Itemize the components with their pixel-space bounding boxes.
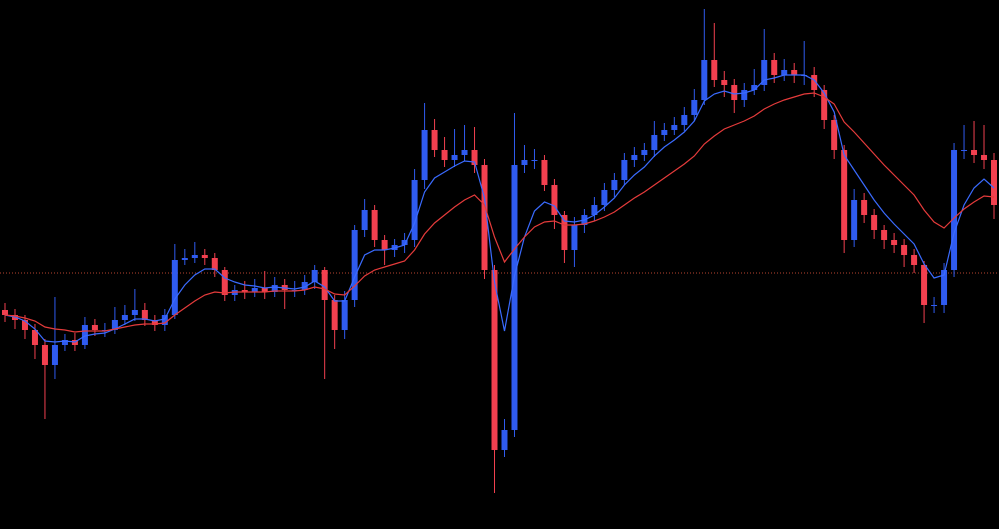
candle-body (611, 180, 618, 190)
candle-body (441, 150, 448, 160)
candle-body (781, 70, 788, 75)
candle-body (811, 75, 818, 90)
candle-body (511, 165, 518, 430)
candle-body (41, 345, 48, 365)
candle-body (341, 300, 348, 330)
candle-body (851, 200, 858, 240)
candle-body (891, 240, 898, 245)
candle-body (861, 200, 868, 215)
candle-body (771, 60, 778, 75)
candle-body (411, 180, 418, 240)
candle-body (911, 255, 918, 265)
candle-body (701, 60, 708, 100)
candle-body (151, 320, 158, 325)
candle-body (741, 90, 748, 100)
candle-body (271, 285, 278, 292)
candle-body (241, 290, 248, 292)
candle-body (971, 150, 978, 155)
candle-body (61, 340, 68, 345)
candle-body (471, 150, 478, 165)
candle-body (961, 150, 968, 151)
candle-body (531, 160, 538, 161)
candle-body (141, 310, 148, 320)
candle-body (211, 258, 218, 270)
candle-body (311, 270, 318, 282)
candle-body (121, 315, 128, 320)
candle-body (551, 185, 558, 215)
candle-body (631, 155, 638, 160)
candle-body (31, 330, 38, 345)
candle-body (831, 120, 838, 150)
candle-body (661, 130, 668, 135)
candle-body (321, 270, 328, 300)
candle-body (491, 270, 498, 450)
candle-body (301, 282, 308, 290)
candle-body (431, 130, 438, 150)
candle-body (941, 270, 948, 305)
candle-body (751, 85, 758, 90)
candle-body (251, 288, 258, 292)
candle-body (791, 70, 798, 75)
candle-body (561, 215, 568, 250)
candle-body (981, 155, 988, 160)
candle-body (601, 190, 608, 205)
candle-body (501, 430, 508, 450)
candle-body (761, 60, 768, 85)
candle-body (691, 100, 698, 115)
candle-body (21, 320, 28, 330)
candle-body (451, 155, 458, 160)
candle-body (931, 305, 938, 306)
candle-body (201, 255, 208, 258)
candle-body (871, 215, 878, 230)
candle-body (171, 260, 178, 315)
candle-body (681, 115, 688, 125)
candle-body (651, 135, 658, 150)
candle-body (421, 130, 428, 180)
candle-body (261, 288, 268, 292)
candle-body (351, 230, 358, 300)
candle-body (621, 160, 628, 180)
candle-body (671, 125, 678, 130)
candle-body (1, 310, 8, 315)
candle-body (711, 60, 718, 80)
candle-body (371, 210, 378, 240)
candle-body (361, 210, 368, 230)
candle-body (191, 255, 198, 258)
moving-average (4, 74, 995, 343)
candle-body (541, 160, 548, 185)
candle-body (521, 160, 528, 165)
candle-body (221, 270, 228, 295)
candle-body (131, 310, 138, 315)
candle-body (571, 225, 578, 250)
candle-body (91, 325, 98, 330)
candle-body (921, 265, 928, 305)
candle-body (951, 150, 958, 270)
candle-body (111, 320, 118, 330)
candle-body (901, 245, 908, 255)
candle-body (331, 300, 338, 330)
candle-body (461, 150, 468, 155)
candle-body (821, 90, 828, 120)
moving-average (4, 92, 995, 333)
candle-body (731, 85, 738, 100)
candle-body (721, 80, 728, 85)
candle-body (881, 230, 888, 240)
candle-body (841, 150, 848, 240)
candle-body (641, 150, 648, 155)
candle-body (991, 160, 998, 205)
candle-body (481, 165, 488, 270)
candle-body (81, 325, 88, 345)
candle-body (51, 345, 58, 365)
candle-body (181, 258, 188, 260)
candle-body (161, 315, 168, 325)
candle-body (591, 205, 598, 215)
candle-body (381, 240, 388, 250)
candle-body (401, 240, 408, 245)
